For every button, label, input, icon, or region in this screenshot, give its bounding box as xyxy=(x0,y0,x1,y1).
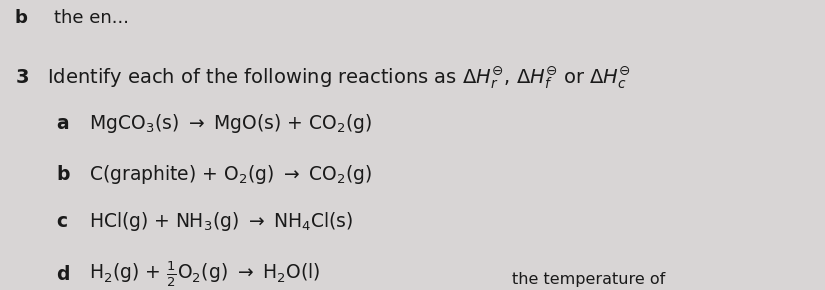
Text: a: a xyxy=(56,114,68,133)
Text: H$_2$(g) + $\frac{1}{2}$O$_2$(g) $\rightarrow$ H$_2$O(l): H$_2$(g) + $\frac{1}{2}$O$_2$(g) $\right… xyxy=(89,259,321,289)
Text: b: b xyxy=(15,9,28,27)
Text: c: c xyxy=(56,212,67,231)
Text: b: b xyxy=(56,164,69,184)
Text: d: d xyxy=(56,264,69,284)
Text: MgCO$_3$(s) $\rightarrow$ MgO(s) + CO$_2$(g): MgCO$_3$(s) $\rightarrow$ MgO(s) + CO$_2… xyxy=(89,112,372,135)
Text: the en...: the en... xyxy=(54,9,129,27)
Text: C(graphite) + O$_2$(g) $\rightarrow$ CO$_2$(g): C(graphite) + O$_2$(g) $\rightarrow$ CO$… xyxy=(89,162,373,186)
Text: HCl(g) + NH$_3$(g) $\rightarrow$ NH$_4$Cl(s): HCl(g) + NH$_3$(g) $\rightarrow$ NH$_4$C… xyxy=(89,210,353,233)
Text: $\bf{3}$   Identify each of the following reactions as $\Delta H_r^{\ominus}$, $: $\bf{3}$ Identify each of the following … xyxy=(15,64,631,90)
Text: the temperature of: the temperature of xyxy=(512,272,665,287)
